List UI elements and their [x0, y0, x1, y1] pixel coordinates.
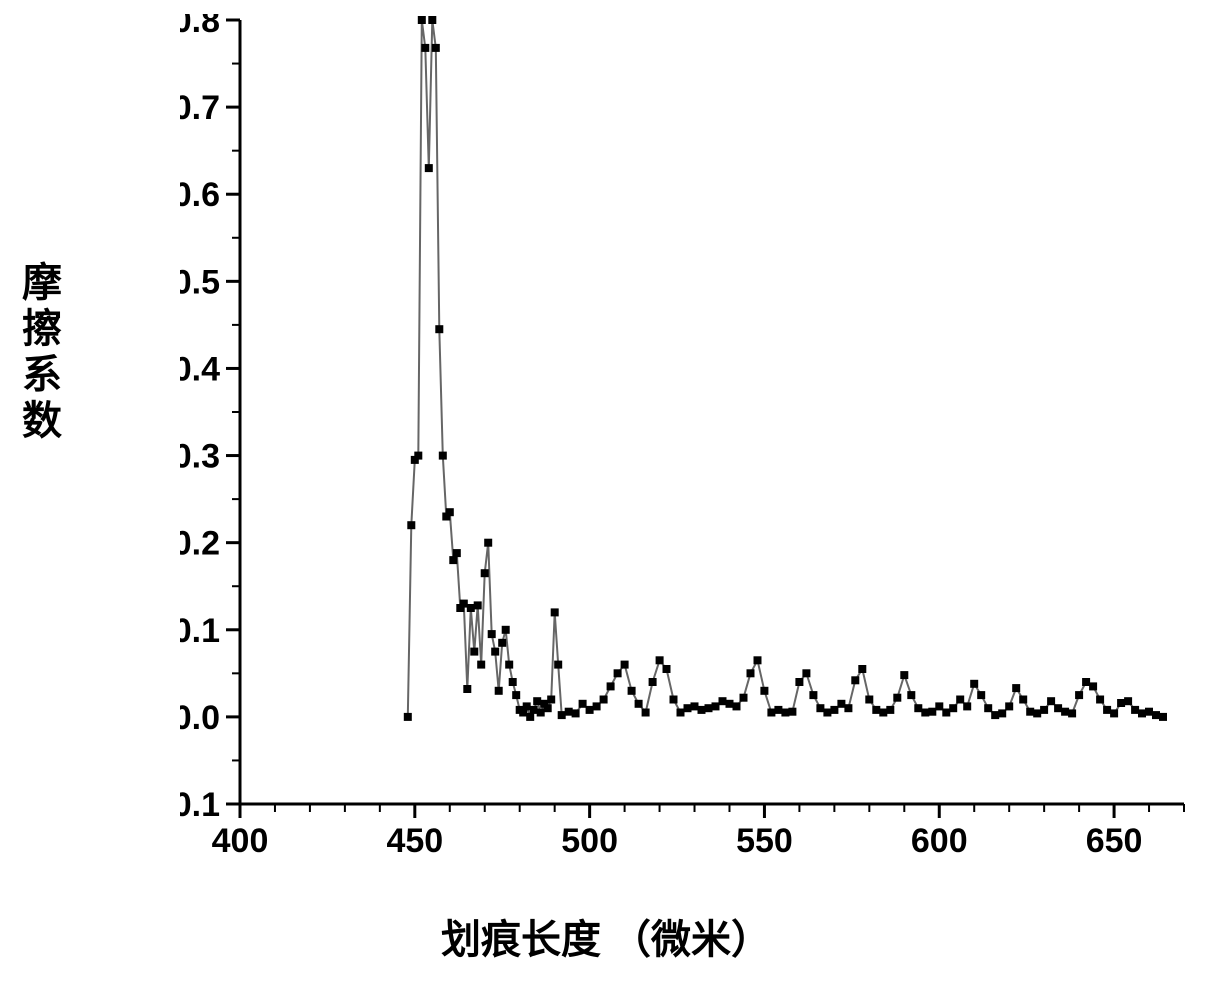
y-axis-label: 摩擦系数 [20, 260, 64, 444]
svg-text:0.4: 0.4 [180, 350, 220, 388]
svg-text:-0.1: -0.1 [180, 786, 220, 824]
x-axis-label: 划痕长度 （微米） [0, 907, 1212, 965]
svg-text:650: 650 [1086, 822, 1143, 860]
svg-text:0.1: 0.1 [180, 612, 220, 650]
svg-text:400: 400 [212, 822, 269, 860]
svg-text:0.0: 0.0 [180, 699, 220, 737]
svg-text:600: 600 [911, 822, 968, 860]
svg-text:0.6: 0.6 [180, 176, 220, 214]
svg-text:0.7: 0.7 [180, 89, 220, 127]
svg-text:550: 550 [736, 822, 793, 860]
svg-text:450: 450 [386, 822, 443, 860]
svg-text:0.3: 0.3 [180, 438, 220, 476]
chart-container: 摩擦系数 划痕长度 （微米） -0.1 0.0 0.1 0.2 0.3 0.4 0.5 0.6… [0, 0, 1212, 983]
plot-area: -0.1 0.0 0.1 0.2 0.3 0.4 0.5 0.6 0.7 0.8 400 450 500… [180, 14, 1190, 874]
svg-text:500: 500 [561, 822, 618, 860]
plot-svg: -0.1 0.0 0.1 0.2 0.3 0.4 0.5 0.6 0.7 0.8 400 450 500… [180, 14, 1190, 874]
svg-text:0.2: 0.2 [180, 525, 220, 563]
svg-text:0.8: 0.8 [180, 14, 220, 40]
svg-text:0.5: 0.5 [180, 263, 220, 301]
